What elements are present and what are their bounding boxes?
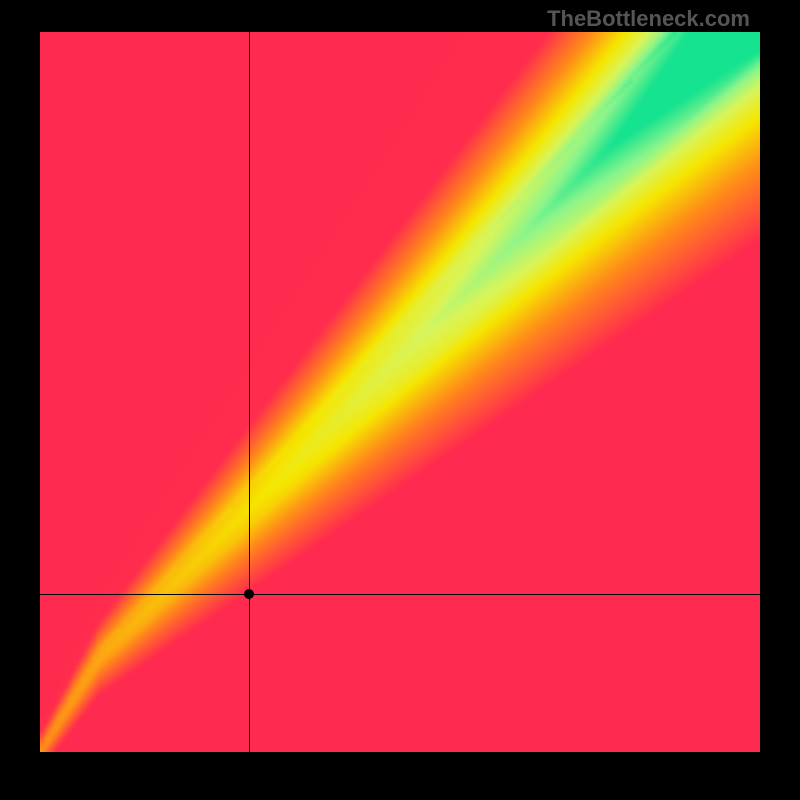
crosshair-marker [244,589,254,599]
crosshair-vertical [249,32,250,752]
heatmap-plot [40,32,760,752]
crosshair-horizontal [40,594,760,595]
watermark-text: TheBottleneck.com [547,6,750,32]
heatmap-canvas [40,32,760,752]
